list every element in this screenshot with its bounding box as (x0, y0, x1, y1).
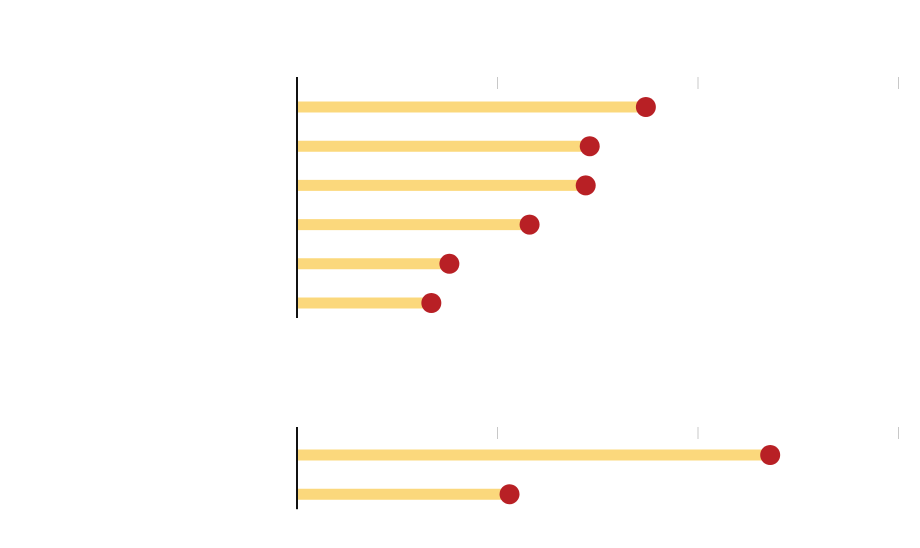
lollipop-dot (519, 214, 540, 235)
lollipop-dot (421, 293, 442, 313)
lollipop-dot (760, 445, 781, 465)
lollipop-dot (635, 97, 656, 117)
lollipop-dot (439, 253, 460, 274)
lollipop-dot (575, 175, 596, 196)
lollipop-dot (499, 484, 520, 505)
lollipop-dot (579, 136, 600, 157)
